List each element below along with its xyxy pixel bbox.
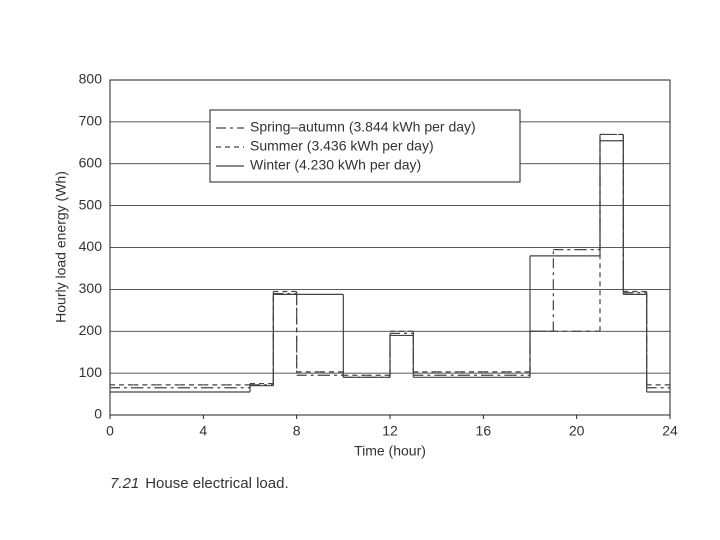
plot-frame: [109, 79, 671, 416]
y-tick-label: 800: [79, 71, 103, 87]
y-tick-label: 400: [79, 238, 103, 254]
y-tick-label: 500: [79, 196, 103, 212]
caption: 7.21 House electrical load.: [110, 475, 289, 492]
x-tick-label: 0: [106, 423, 114, 439]
x-tick-label: 20: [569, 423, 585, 439]
y-tick-label: 100: [79, 364, 103, 380]
x-axis-label: Time (hour): [354, 443, 426, 459]
x-tick-label: 16: [476, 423, 492, 439]
y-tick-label: 200: [79, 322, 103, 338]
legend-label: Winter (4.230 kWh per day): [250, 157, 421, 173]
legend-box: [209, 109, 521, 183]
y-tick-label: 0: [94, 406, 102, 422]
x-tick-label: 4: [199, 423, 207, 439]
x-tick-label: 24: [662, 423, 678, 439]
y-tick-label: 700: [79, 113, 103, 129]
legend-label: Spring–autumn (3.844 kWh per day): [250, 119, 476, 135]
x-tick-label: 8: [293, 423, 301, 439]
figure-number: 7.21: [110, 475, 139, 492]
caption-text: House electrical load.: [145, 475, 288, 492]
y-tick-label: 300: [79, 280, 103, 296]
y-axis-label: Hourly load energy (Wh): [53, 171, 69, 323]
legend-label: Summer (3.436 kWh per day): [250, 138, 434, 154]
x-tick-label: 12: [382, 423, 398, 439]
y-tick-label: 600: [79, 154, 103, 170]
